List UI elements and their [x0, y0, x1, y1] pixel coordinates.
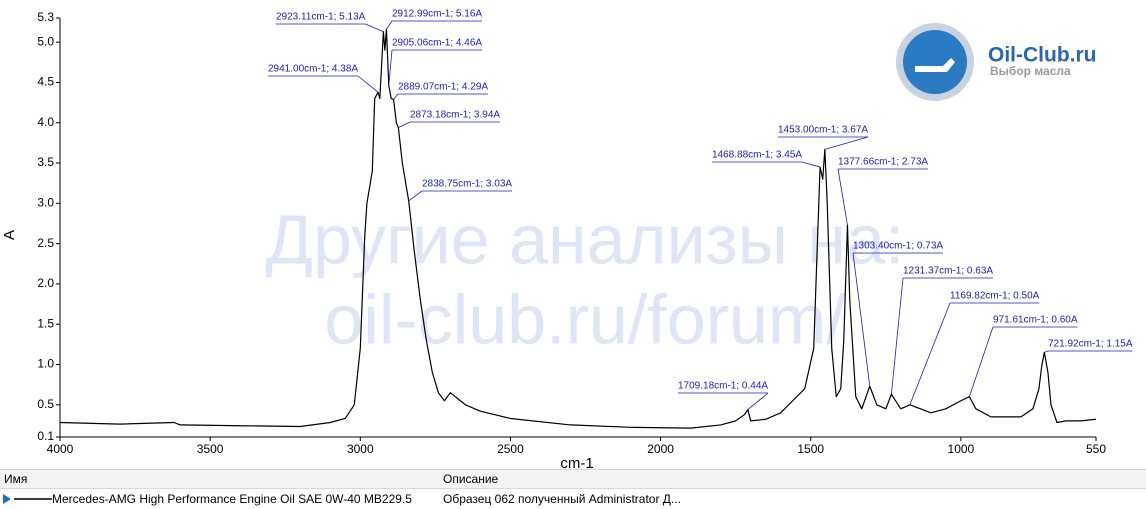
- peak-label: 1709.18cm-1; 0.44A: [678, 381, 768, 392]
- peak-leader: [837, 168, 848, 226]
- peak-label: 2838.75cm-1; 3.03A: [422, 179, 512, 190]
- peak-label: 1453.00cm-1; 3.67A: [778, 125, 868, 136]
- peak-leader: [408, 190, 423, 202]
- peak-leader: [969, 326, 994, 397]
- y-tick-label: 2.0: [37, 276, 54, 290]
- peak-leader: [365, 23, 384, 33]
- x-tick-label: 550: [1086, 442, 1106, 456]
- y-tick-label: 3.0: [37, 195, 54, 209]
- column-header[interactable]: Имя: [0, 469, 439, 489]
- y-tick-label: 1.5: [37, 316, 54, 330]
- peak-leader: [1044, 350, 1049, 353]
- logo-icon: [915, 58, 955, 72]
- y-tick-label: 4.5: [37, 75, 54, 89]
- watermark: Другие анализы на:: [266, 200, 905, 278]
- peak-label: 2873.18cm-1; 3.94A: [410, 110, 500, 121]
- peak-leader: [393, 93, 399, 100]
- y-tick-label: 4.0: [37, 115, 54, 129]
- row-marker: [3, 494, 11, 504]
- x-tick-label: 2000: [647, 442, 674, 456]
- peak-leader: [388, 49, 393, 86]
- y-tick-label: 2.5: [37, 236, 54, 250]
- peak-leader: [890, 277, 904, 395]
- y-tick-label: 0.5: [37, 397, 54, 411]
- peak-leader: [398, 121, 411, 128]
- peak-label: 1169.82cm-1; 0.50A: [950, 291, 1040, 302]
- y-axis-label: A: [1, 230, 18, 240]
- peak-label: 2905.06cm-1; 4.46A: [392, 38, 482, 49]
- x-tick-label: 3000: [347, 442, 374, 456]
- y-tick-label: 3.5: [37, 155, 54, 169]
- logo-tagline: Выбор масла: [990, 64, 1071, 78]
- peak-leader: [357, 75, 379, 93]
- peak-label: 2889.07cm-1; 4.29A: [398, 82, 488, 93]
- peak-leader: [801, 161, 821, 168]
- y-tick-label: 0.1: [37, 429, 54, 443]
- peak-label: 1231.37cm-1; 0.63A: [903, 266, 993, 277]
- peak-label: 721.92cm-1; 1.15A: [1048, 339, 1133, 350]
- y-tick-label: 5.0: [37, 34, 54, 48]
- peak-leader: [852, 252, 871, 387]
- peak-leader: [386, 20, 393, 30]
- logo-name: Oil-Club.ru: [988, 44, 1097, 67]
- x-axis-label: cm-1: [560, 455, 593, 469]
- x-tick-label: 1500: [797, 442, 824, 456]
- logo: Oil-Club.ru Выбор масла: [896, 23, 1097, 101]
- peak-label: 1468.88cm-1; 3.45A: [712, 150, 802, 161]
- peak-label: 1377.66cm-1; 2.73A: [838, 157, 928, 168]
- series-description[interactable]: Образец 062 полученный Administrator Д..…: [443, 492, 681, 506]
- watermark: oil-club.ru/forum/: [324, 280, 846, 358]
- peak-label: 2912.99cm-1; 5.16A: [392, 9, 482, 20]
- legend-table: Имя Описание Mercedes-AMG High Performan…: [0, 469, 1146, 509]
- x-tick-label: 4000: [47, 442, 74, 456]
- y-tick-label: 5.3: [37, 10, 54, 24]
- column-header[interactable]: Описание: [437, 469, 1146, 489]
- x-tick-label: 3500: [197, 442, 224, 456]
- spectrum-line: [59, 28, 1097, 429]
- logo-disc: [903, 30, 967, 94]
- y-tick-label: 1.0: [37, 357, 54, 371]
- x-tick-label: 2500: [497, 442, 524, 456]
- peak-leader: [747, 392, 769, 410]
- peak-label: 971.61cm-1; 0.60A: [993, 315, 1078, 326]
- peak-label: 2923.11cm-1; 5.13A: [276, 12, 366, 23]
- peak-leader: [824, 136, 869, 150]
- series-name[interactable]: Mercedes-AMG High Performance Engine Oil…: [52, 492, 412, 506]
- peak-leader: [909, 302, 951, 405]
- series-swatch: [3, 494, 52, 504]
- x-tick-label: 1000: [948, 442, 975, 456]
- chart: Другие анализы на: oil-club.ru/forum/ Oi…: [1, 9, 1133, 469]
- peak-label: 1303.40cm-1; 0.73A: [853, 241, 943, 252]
- peak-label: 2941.00cm-1; 4.38A: [268, 64, 358, 75]
